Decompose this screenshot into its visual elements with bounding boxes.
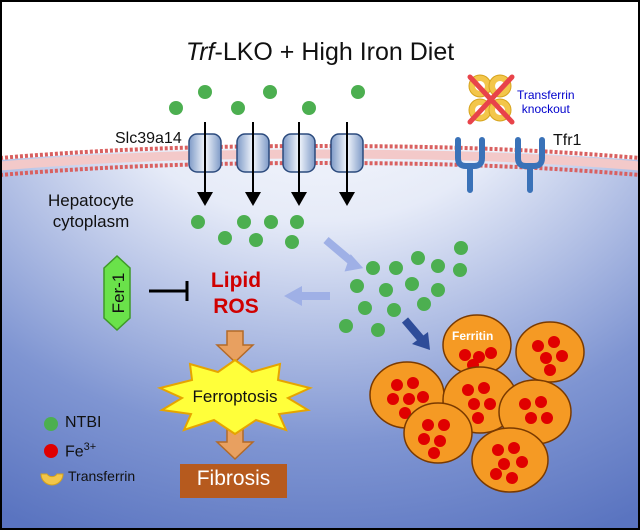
ferritin-particles (369, 314, 585, 493)
legend-fe-label: Fe3+ (65, 441, 97, 461)
ntbi-cluster (339, 241, 468, 337)
lipid-ros-label: Lipid ROS (210, 269, 262, 318)
legend-symbols (40, 417, 64, 486)
legend-ntbi-label: NTBI (65, 414, 102, 431)
ferritin-label: Ferritin (452, 329, 494, 343)
legend-transferrin-label: Transferrin (68, 468, 136, 484)
tfr1-label: Tfr1 (553, 132, 582, 149)
ntbi-dots-intracellular (191, 215, 304, 249)
page-title: Trf-LKO + High Iron Diet (185, 38, 455, 66)
fer1-hexagon (103, 254, 189, 332)
slc39a14-channels (188, 122, 364, 206)
knockout-label: Transferrin knockout (517, 88, 575, 116)
cytoplasm-label: Hepatocyte cytoplasm (48, 191, 134, 231)
ferroptosis-label: Ferroptosis (192, 387, 278, 406)
extracellular-space (0, 0, 640, 160)
fibrosis-box (180, 464, 287, 498)
pathway-arrows (215, 330, 255, 461)
ntbi-dots-extracellular (169, 85, 365, 115)
tfr1-receptors (455, 137, 545, 193)
slc39a14-label: Slc39a14 (115, 130, 182, 147)
transferrin-knockout-icon (467, 74, 515, 125)
ferroptosis-starburst (156, 358, 314, 436)
fer1-label: Fer-1 (109, 272, 128, 314)
fibrosis-label: Fibrosis (196, 467, 271, 490)
flow-arrows (284, 236, 430, 350)
